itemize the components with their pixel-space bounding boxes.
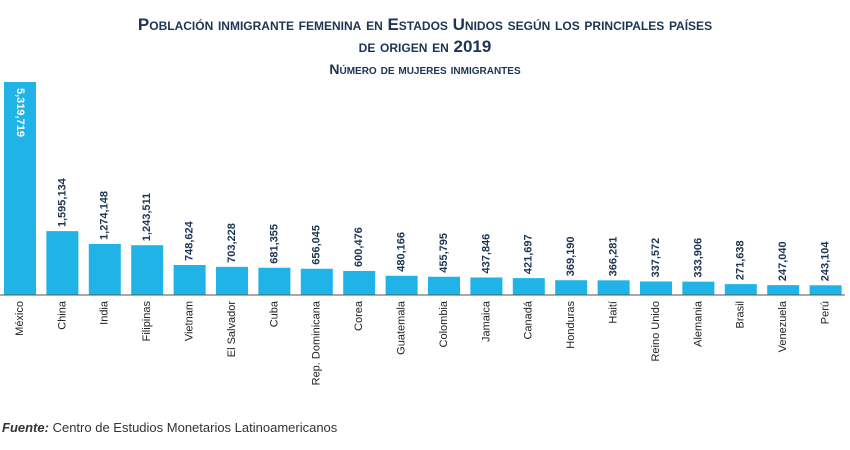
chart-title: de origen en 2019 [359, 37, 492, 56]
value-label: 366,281 [608, 237, 620, 277]
x-tick-label: Brasil [735, 301, 747, 329]
x-tick-label: Corea [353, 300, 365, 331]
value-label: 333,906 [692, 238, 704, 278]
bar [300, 268, 333, 295]
bar [809, 285, 842, 295]
value-label: 1,595,134 [56, 177, 68, 227]
x-tick-label: Jamaica [480, 300, 492, 342]
source-label: Fuente: [2, 420, 49, 435]
value-label: 271,638 [735, 240, 747, 280]
source-text: Centro de Estudios Monetarios Latinoamer… [53, 420, 338, 435]
x-tick-label: Canadá [523, 300, 535, 339]
value-label: 421,697 [523, 234, 535, 274]
x-tick-label: Vietnam [184, 301, 196, 341]
bar [343, 270, 376, 295]
value-label: 369,190 [565, 236, 577, 276]
value-label: 703,228 [226, 223, 238, 263]
x-tick-label: Alemania [692, 300, 704, 347]
x-tick-label: India [99, 300, 111, 325]
value-label: 1,243,511 [141, 193, 153, 241]
value-label: 656,045 [311, 225, 323, 265]
x-tick-label: Colombia [438, 300, 450, 347]
value-label: 5,319,719 [14, 88, 26, 137]
chart-subtitle: Número de mujeres inmigrantes [329, 61, 521, 77]
bar [767, 285, 800, 295]
value-label: 1,274,148 [99, 191, 111, 240]
source: Fuente: Centro de Estudios Monetarios La… [2, 420, 338, 435]
x-tick-label: México [14, 301, 26, 336]
bar [46, 231, 79, 295]
x-tick-label: Haití [608, 301, 620, 324]
x-tick-label: Venezuela [777, 300, 789, 352]
x-tick-label: Rep. Dominicana [311, 300, 323, 385]
x-tick-label: Guatemala [396, 300, 408, 355]
bar [216, 266, 248, 295]
value-label: 600,476 [353, 227, 365, 267]
x-tick-label: Honduras [565, 301, 577, 349]
value-label: 247,040 [777, 241, 789, 281]
bar [470, 277, 503, 295]
x-tick-label: Reino Unido [650, 301, 662, 362]
bar [131, 245, 164, 295]
bar [682, 281, 715, 295]
bar [512, 278, 545, 295]
x-tick-label: El Salvador [226, 301, 238, 358]
x-tick-label: Cuba [268, 300, 280, 327]
x-tick-label: Filipinas [141, 301, 153, 342]
bar [258, 267, 291, 295]
value-label: 337,572 [650, 238, 662, 278]
bar [4, 82, 36, 295]
bar [597, 280, 630, 295]
value-label: 437,846 [480, 234, 492, 274]
bar [88, 243, 121, 295]
value-label: 681,355 [268, 224, 280, 264]
bar [555, 280, 588, 295]
bar [428, 276, 460, 295]
value-label: 480,166 [396, 232, 408, 272]
bar [640, 281, 672, 295]
bar [173, 265, 206, 295]
x-tick-label: Perú [820, 301, 832, 324]
chart-title: Población inmigrante femenina en Estados… [138, 15, 712, 34]
bar [724, 284, 757, 295]
bar [385, 275, 418, 295]
value-label: 243,104 [820, 241, 832, 282]
x-tick-label: China [56, 300, 68, 330]
value-label: 748,624 [184, 220, 196, 261]
value-label: 455,795 [438, 233, 450, 273]
